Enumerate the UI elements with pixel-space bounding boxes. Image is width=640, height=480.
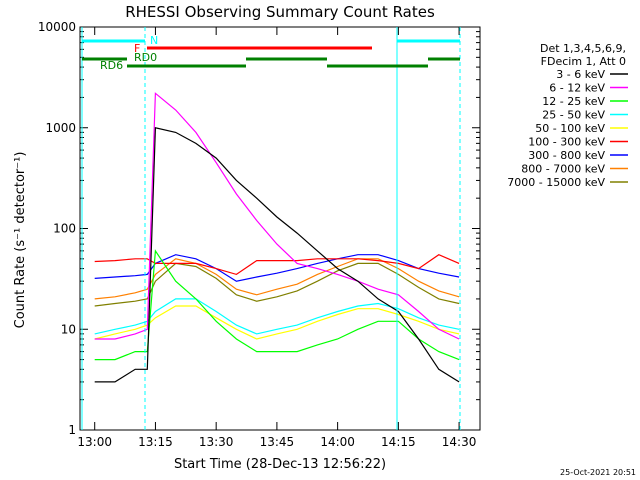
flag-label-n: N xyxy=(150,34,158,47)
legend-label: 25 - 50 keV xyxy=(542,109,605,122)
flag-bars: FN RD0 RD6 xyxy=(82,34,460,72)
series-line xyxy=(94,127,460,383)
legend: Det 1,3,4,5,6,9, FDecim 1, Att 0 3 - 6 k… xyxy=(507,42,628,189)
flag-label-rd0: RD0 xyxy=(134,51,157,64)
legend-label: 300 - 800 keV xyxy=(528,149,605,162)
y-tick-label: 10 xyxy=(61,322,76,336)
chart-title: RHESSI Observing Summary Count Rates xyxy=(125,3,435,21)
y-tick-label: 100 xyxy=(53,222,76,236)
legend-header-1: Det 1,3,4,5,6,9, xyxy=(540,42,626,55)
legend-label: 3 - 6 keV xyxy=(556,68,605,81)
flag-label-f: F xyxy=(134,42,140,55)
x-tick-label: 13:00 xyxy=(77,435,112,449)
legend-label: 7000 - 15000 keV xyxy=(507,176,605,189)
series-line xyxy=(94,92,460,340)
y-tick-label: 1000 xyxy=(45,121,76,135)
x-axis-label: Start Time (28-Dec-13 12:56:22) xyxy=(174,457,386,472)
legend-header-2: FDecim 1, Att 0 xyxy=(541,55,626,68)
series-line xyxy=(94,254,460,276)
x-tick-label: 14:15 xyxy=(381,435,416,449)
y-tick-label: 1 xyxy=(68,423,76,437)
x-tick-label: 14:00 xyxy=(320,435,355,449)
x-tick-label: 13:15 xyxy=(138,435,173,449)
y-axis: 1 10 100 1000 10000 xyxy=(38,20,480,437)
legend-label: 6 - 12 keV xyxy=(549,82,605,95)
plot-timestamp: 25-Oct-2021 20:51 xyxy=(560,468,636,477)
legend-label: 800 - 7000 keV xyxy=(521,163,605,176)
x-tick-label: 14:30 xyxy=(442,435,477,449)
legend-label: 12 - 25 keV xyxy=(542,95,605,108)
flag-label-rd6: RD6 xyxy=(100,59,123,72)
x-tick-label: 13:45 xyxy=(260,435,295,449)
series-layer xyxy=(81,27,461,430)
y-axis-label: Count Rate (s⁻¹ detector⁻¹) xyxy=(13,152,28,329)
y-tick-label: 10000 xyxy=(38,20,76,34)
legend-label: 50 - 100 keV xyxy=(535,122,605,135)
x-tick-label: 13:30 xyxy=(199,435,234,449)
legend-label: 100 - 300 keV xyxy=(528,136,605,149)
x-axis: 13:00 13:15 13:30 13:45 14:00 14:15 14:30 xyxy=(77,27,476,449)
